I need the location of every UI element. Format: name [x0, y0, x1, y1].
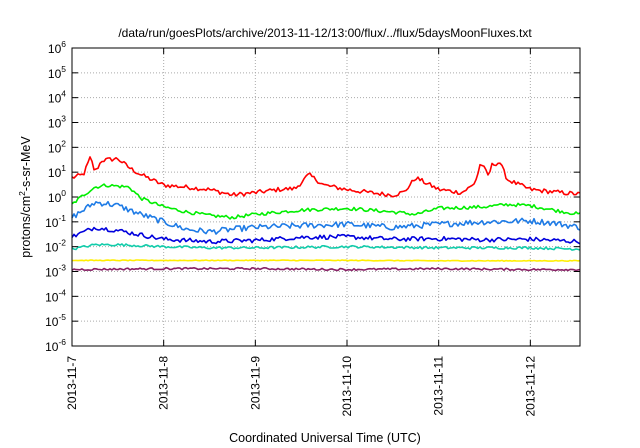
y-tick-label: 10-5	[45, 312, 66, 329]
x-tick-label: 2013-11-10	[340, 356, 354, 417]
y-tick-base: 10	[45, 290, 59, 304]
y-tick-exponent: 0	[61, 188, 66, 198]
y-tick-base: 10	[45, 266, 59, 280]
x-tick-label: 2013-11-8	[157, 356, 171, 410]
y-tick-label: 106	[48, 39, 66, 56]
x-tick-label: 2013-11-11	[432, 356, 446, 416]
y-tick-base: 10	[48, 191, 62, 205]
x-tick-label: 2013-11-9	[248, 356, 262, 410]
series-line-5	[71, 243, 581, 251]
y-axis: 10610510410310210110010-110-210-310-410-…	[45, 39, 580, 354]
series-layer	[71, 156, 581, 272]
plot-frame	[71, 47, 581, 347]
x-tick-label: 2013-11-12	[523, 356, 537, 417]
y-tick-label: 10-4	[45, 287, 66, 304]
y-tick-exponent: -5	[58, 312, 66, 322]
y-tick-exponent: -6	[58, 337, 66, 347]
y-tick-base: 10	[45, 340, 59, 354]
y-tick-exponent: -4	[58, 287, 66, 297]
series-line-3	[71, 200, 581, 235]
y-tick-label: 105	[48, 64, 66, 81]
y-axis-label-main: protons/cm	[19, 196, 33, 258]
x-tick-label: 2013-11-7	[65, 356, 79, 410]
y-tick-exponent: 5	[61, 64, 66, 74]
y-tick-base: 10	[48, 42, 62, 56]
y-tick-exponent: 3	[61, 114, 66, 124]
x-axis-label: Coordinated Universal Time (UTC)	[229, 431, 421, 445]
y-tick-exponent: 6	[61, 39, 66, 49]
y-tick-exponent: -2	[58, 238, 66, 248]
x-axis: 2013-11-7 2013-11-8 2013-11-9 2013-11-10 201…	[65, 48, 537, 417]
y-axis-label: protons/cm2-s-sr-MeV	[17, 136, 33, 258]
y-tick-base: 10	[48, 67, 62, 81]
y-tick-label: 104	[48, 89, 66, 106]
series-line-2	[71, 183, 581, 220]
y-tick-label: 103	[48, 114, 66, 131]
series-line-6	[71, 259, 581, 263]
y-tick-base: 10	[48, 117, 62, 131]
y-axis-label-superscript: 2	[17, 191, 27, 196]
chart-title: /data/run/goesPlots/archive/2013-11-12/1…	[118, 26, 532, 40]
y-tick-exponent: -3	[58, 263, 66, 273]
y-axis-label-rest: -s-sr-MeV	[19, 136, 33, 192]
y-tick-exponent: 4	[61, 89, 66, 99]
series-line-7	[71, 266, 581, 272]
y-tick-label: 100	[48, 188, 66, 205]
y-tick-exponent: 2	[61, 138, 66, 148]
grid	[72, 48, 580, 346]
y-tick-base: 10	[45, 216, 59, 230]
y-tick-base: 10	[48, 166, 62, 180]
y-tick-label: 10-1	[45, 213, 66, 230]
y-tick-label: 10-3	[45, 263, 66, 280]
series-line-1	[71, 156, 581, 198]
y-tick-base: 10	[48, 141, 62, 155]
y-tick-base: 10	[45, 241, 59, 255]
y-tick-base: 10	[45, 315, 59, 329]
y-tick-exponent: 1	[61, 163, 66, 173]
y-tick-exponent: -1	[58, 213, 66, 223]
y-tick-base: 10	[48, 92, 62, 106]
y-tick-label: 10-2	[45, 238, 66, 255]
y-tick-label: 102	[48, 138, 66, 155]
y-tick-label: 101	[48, 163, 66, 180]
y-tick-label: 10-6	[45, 337, 66, 354]
series-line-4	[71, 226, 581, 245]
